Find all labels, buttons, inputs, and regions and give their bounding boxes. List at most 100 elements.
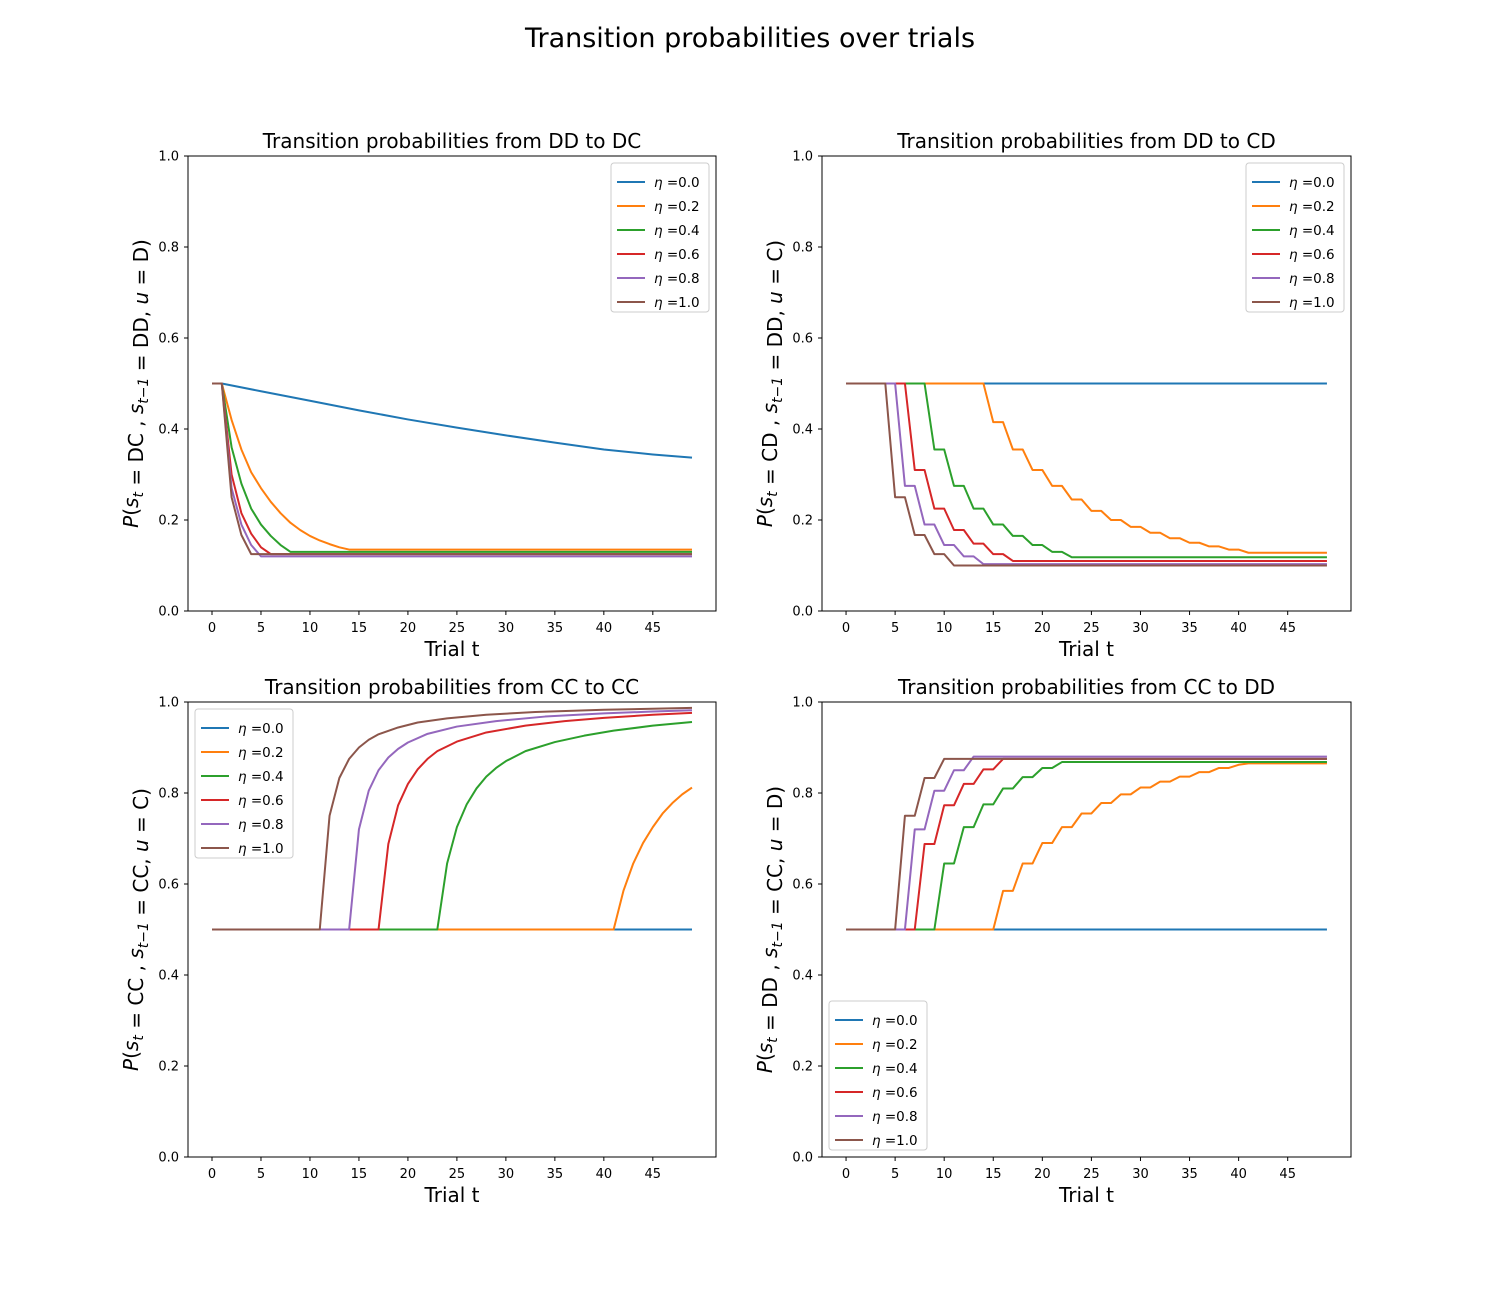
x-tick-label: 40 xyxy=(596,1167,613,1182)
x-tick-label: 30 xyxy=(498,621,515,636)
series-line-2 xyxy=(846,382,1327,559)
x-tick-label: 15 xyxy=(351,621,368,636)
chart-panel-3: Transition probabilities from CC to CC 0 5… xyxy=(119,675,717,1207)
legend-label: η =0.2 xyxy=(654,199,700,215)
legend-label: η =0.4 xyxy=(654,223,700,239)
chart-panel-2: Transition probabilities from DD to CD 0 5… xyxy=(753,129,1352,661)
legend-label: η =0.0 xyxy=(238,721,284,737)
series-line-4 xyxy=(846,382,1327,566)
y-tick-label: 0.4 xyxy=(158,423,179,438)
x-tick-label: 45 xyxy=(1279,1167,1296,1182)
series-line-2 xyxy=(212,721,693,931)
x-tick-label: 20 xyxy=(400,1167,417,1182)
x-tick-label: 15 xyxy=(985,621,1002,636)
x-tick-label: 40 xyxy=(1230,621,1247,636)
series-line-3 xyxy=(846,382,1327,562)
y-tick-label: 0.8 xyxy=(158,787,179,802)
x-tick-label: 5 xyxy=(257,621,265,636)
legend-label: η =1.0 xyxy=(238,841,284,857)
y-tick-label: 0.4 xyxy=(792,423,813,438)
y-tick-label: 0.2 xyxy=(792,514,813,529)
y-axis-label: P(st = CC , st−1 = CC, u = C) xyxy=(119,788,153,1071)
legend-label: η =0.8 xyxy=(654,271,700,287)
y-tick-label: 0.2 xyxy=(158,514,179,529)
x-tick-label: 0 xyxy=(208,1167,216,1182)
x-tick-label: 25 xyxy=(1083,621,1100,636)
y-axis-label: P(st = DC , st−1 = DD, u = D) xyxy=(119,239,153,528)
legend-label: η =0.4 xyxy=(1289,223,1335,239)
series-line-4 xyxy=(846,755,1327,931)
series-line-3 xyxy=(846,757,1327,931)
axes-frame xyxy=(187,155,717,612)
x-tick-label: 30 xyxy=(498,1167,515,1182)
series-line-1 xyxy=(846,382,1327,554)
x-tick-label: 20 xyxy=(400,621,417,636)
x-tick-label: 0 xyxy=(842,1167,850,1182)
legend-frame xyxy=(828,1000,928,1151)
y-tick-label: 0.4 xyxy=(792,969,813,984)
y-tick-label: 0.2 xyxy=(158,1060,179,1075)
legend-label: η =0.0 xyxy=(1289,175,1335,191)
x-tick-label: 20 xyxy=(1034,621,1051,636)
legend-label: η =0.2 xyxy=(1289,199,1335,215)
y-tick-label: 0.6 xyxy=(792,878,813,893)
axes-frame xyxy=(821,155,1352,612)
y-axis-label: P(st = CD , st−1 = DD, u = C) xyxy=(753,240,787,527)
x-tick-label: 35 xyxy=(547,1167,564,1182)
y-tick-label: 1.0 xyxy=(158,696,179,711)
legend-label: η =0.2 xyxy=(872,1037,918,1053)
y-tick-label: 0.4 xyxy=(158,969,179,984)
y-axis-label: P(st = DD , st−1 = CC, u = D) xyxy=(753,786,787,1073)
y-tick-label: 1.0 xyxy=(158,150,179,165)
y-tick-label: 1.0 xyxy=(792,696,813,711)
x-tick-label: 40 xyxy=(596,621,613,636)
legend-label: η =1.0 xyxy=(872,1133,918,1149)
legend-frame xyxy=(610,162,710,313)
series-line-0 xyxy=(212,382,693,459)
chart-panel-1: Transition probabilities from DD to DC 0 5… xyxy=(119,129,717,661)
series-line-5 xyxy=(846,382,1327,567)
x-axis-label: Trial t xyxy=(423,1183,479,1207)
legend: η =0.0 η =0.2 η =0.4 η =0.6 η =0.8 η =1.0 xyxy=(194,708,294,859)
legend-label: η =0.4 xyxy=(238,769,284,785)
legend-label: η =0.0 xyxy=(872,1013,918,1029)
axes-frame xyxy=(821,701,1352,1158)
y-tick-label: 0.8 xyxy=(792,787,813,802)
x-tick-label: 10 xyxy=(936,1167,953,1182)
legend-label: η =0.2 xyxy=(238,745,284,761)
legend-frame xyxy=(1245,162,1345,313)
y-tick-label: 0.0 xyxy=(792,1151,813,1166)
legend-label: η =0.4 xyxy=(872,1061,918,1077)
y-tick-label: 0.6 xyxy=(158,332,179,347)
x-tick-label: 0 xyxy=(842,621,850,636)
panel-title: Transition probabilities from CC to CC xyxy=(264,675,639,699)
legend-label: η =0.8 xyxy=(1289,271,1335,287)
legend: η =0.0 η =0.2 η =0.4 η =0.6 η =0.8 η =1.0 xyxy=(828,1000,928,1151)
axes-frame xyxy=(187,701,717,1158)
x-tick-label: 10 xyxy=(302,1167,319,1182)
legend: η =0.0 η =0.2 η =0.4 η =0.6 η =0.8 η =1.0 xyxy=(1245,162,1345,313)
panel-title: Transition probabilities from DD to DC xyxy=(262,129,641,153)
legend-label: η =0.0 xyxy=(654,175,700,191)
x-tick-label: 45 xyxy=(1279,621,1296,636)
x-axis-label: Trial t xyxy=(1058,637,1114,661)
x-axis-label: Trial t xyxy=(423,637,479,661)
y-tick-label: 0.0 xyxy=(792,605,813,620)
legend-label: η =0.6 xyxy=(238,793,284,809)
x-tick-label: 30 xyxy=(1132,621,1149,636)
legend-label: η =0.8 xyxy=(872,1109,918,1125)
x-tick-label: 5 xyxy=(257,1167,265,1182)
series-line-1 xyxy=(846,762,1327,931)
x-tick-label: 45 xyxy=(645,1167,662,1182)
x-tick-label: 10 xyxy=(302,621,319,636)
legend-label: η =1.0 xyxy=(1289,295,1335,311)
series-line-2 xyxy=(212,382,692,553)
y-tick-label: 0.6 xyxy=(792,332,813,347)
legend-label: η =0.8 xyxy=(238,817,284,833)
x-tick-label: 15 xyxy=(985,1167,1002,1182)
chart-panels: Transition probabilities from DD to DC 0 5… xyxy=(119,129,1352,1207)
x-tick-label: 25 xyxy=(1083,1167,1100,1182)
panel-title: Transition probabilities from CC to DD xyxy=(897,675,1275,699)
x-tick-label: 25 xyxy=(449,621,466,636)
